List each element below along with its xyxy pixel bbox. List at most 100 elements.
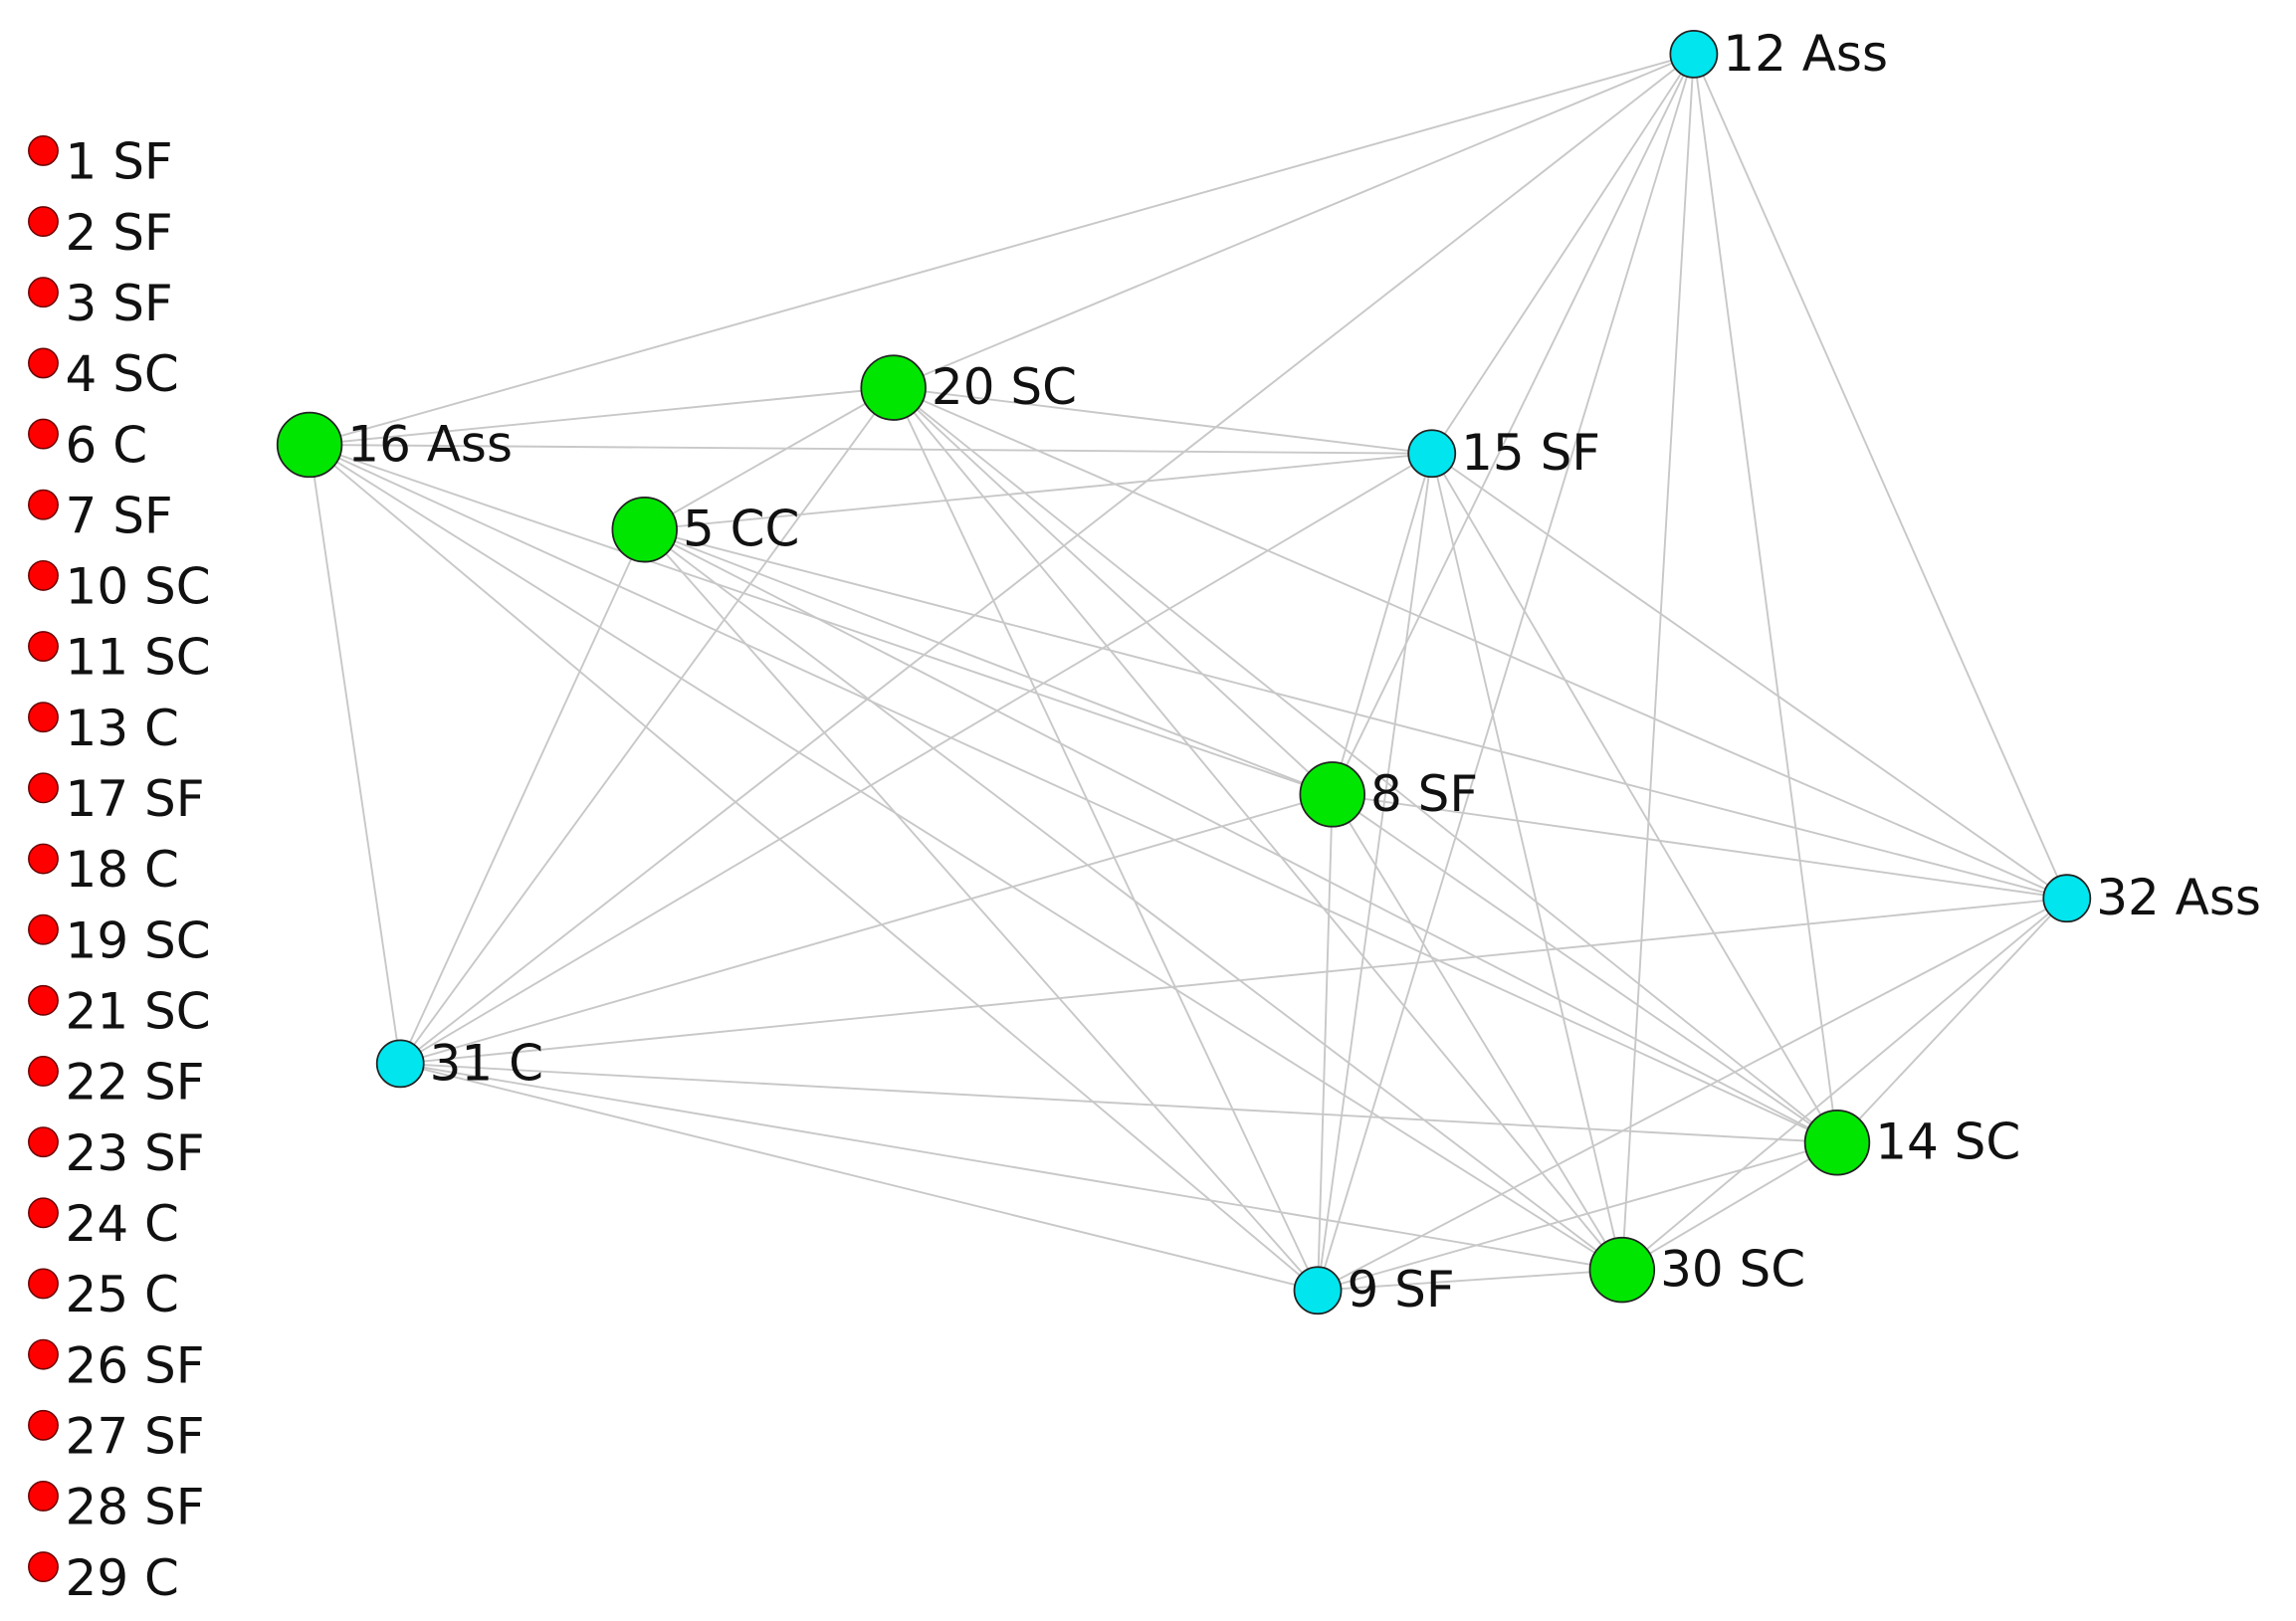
edge [892,386,1623,1271]
edge [309,444,402,1064]
edge [1430,53,1695,455]
node-label: 32 Ass [2096,869,2261,926]
isolate-node [28,1481,59,1512]
isolate-label: 29 C [66,1549,179,1607]
edge [310,443,1432,455]
edge [1317,794,1334,1291]
edge [1332,793,2067,900]
isolate-node [28,1197,59,1229]
isolate-node [28,1551,59,1583]
edge [1317,897,2068,1292]
edge [1317,54,1695,1292]
edge [1317,1269,1622,1292]
isolate-node [28,772,59,804]
isolate-label: 2 SF [66,204,173,262]
edge [1621,897,2068,1271]
edge [1317,1141,1838,1292]
edge [644,452,1432,531]
isolate-label: 4 SC [66,345,179,403]
edge [309,444,1838,1144]
isolate-label: 10 SC [66,558,211,616]
node-label: 31 C [430,1034,543,1092]
node [1299,761,1365,828]
edge [399,452,1433,1065]
edge [1693,54,2068,900]
isolate-label: 28 SF [66,1479,205,1536]
node [1588,1236,1656,1304]
edge [1331,453,1433,795]
edge [399,1062,1319,1292]
node [276,411,343,479]
node-label: 9 SF [1347,1261,1454,1318]
node [2042,874,2092,923]
edge [1331,793,1623,1271]
edge [399,53,1695,1065]
edge [1317,453,1433,1291]
edge [1836,898,2068,1143]
isolate-label: 1 SF [66,133,173,191]
isolate-node [28,559,59,591]
node [1293,1266,1343,1316]
isolate-node [28,418,59,450]
edge [893,386,1838,1143]
isolate-label: 18 C [66,841,179,899]
isolate-node [28,1268,59,1300]
node [860,354,927,421]
node-label: 20 SC [932,358,1077,416]
isolate-label: 23 SF [66,1124,205,1182]
node [1407,429,1457,479]
edge [893,386,1334,796]
edge [309,386,894,446]
edge [399,528,646,1065]
edge [400,1062,1623,1272]
edge [644,528,1319,1292]
edge [400,1062,1838,1144]
edge [309,53,1695,446]
isolate-label: 13 C [66,700,179,757]
edge [309,444,1623,1271]
edge [309,444,1319,1292]
isolate-label: 26 SF [66,1336,205,1394]
edge [1430,453,1623,1271]
edge [893,386,1432,455]
node-label: 8 SF [1370,765,1478,823]
isolate-label: 27 SF [66,1407,205,1465]
isolate-node [28,1338,59,1370]
node [1669,29,1719,79]
isolate-node [28,702,59,733]
node-label: 15 SF [1461,424,1600,482]
edge [893,53,1695,389]
edge [644,528,1334,796]
isolate-label: 17 SF [66,770,205,828]
isolate-label: 11 SC [66,629,211,687]
isolate-node [28,277,59,308]
isolate-node [28,1409,59,1441]
edge [892,387,1319,1292]
isolate-node [28,347,59,379]
node-label: 30 SC [1660,1241,1805,1299]
isolate-label: 19 SC [66,912,211,969]
node [1803,1110,1871,1176]
edge [644,528,2068,900]
edge [1620,54,1695,1271]
isolate-node [28,206,59,238]
vertices: 12 Ass 16 Ass 20 SC 15 SF 5 CC 8 SF 32 Ass 31 C… [28,25,2261,1607]
edge [399,387,895,1065]
edge [1430,453,1838,1143]
isolate-label: 24 C [66,1195,179,1253]
edge [644,528,1838,1144]
isolate-node [28,1126,59,1158]
edge [1331,53,1695,795]
isolate-node [28,843,59,875]
edges [309,53,2068,1292]
isolate-label: 21 SC [66,983,211,1041]
node-label: 5 CC [683,501,799,558]
edge [1332,793,1838,1144]
node [375,1039,425,1089]
isolate-node [28,134,59,166]
isolate-node [28,631,59,662]
node-label: 12 Ass [1723,25,1888,83]
edge [644,528,1623,1271]
isolate-node [28,1056,59,1087]
